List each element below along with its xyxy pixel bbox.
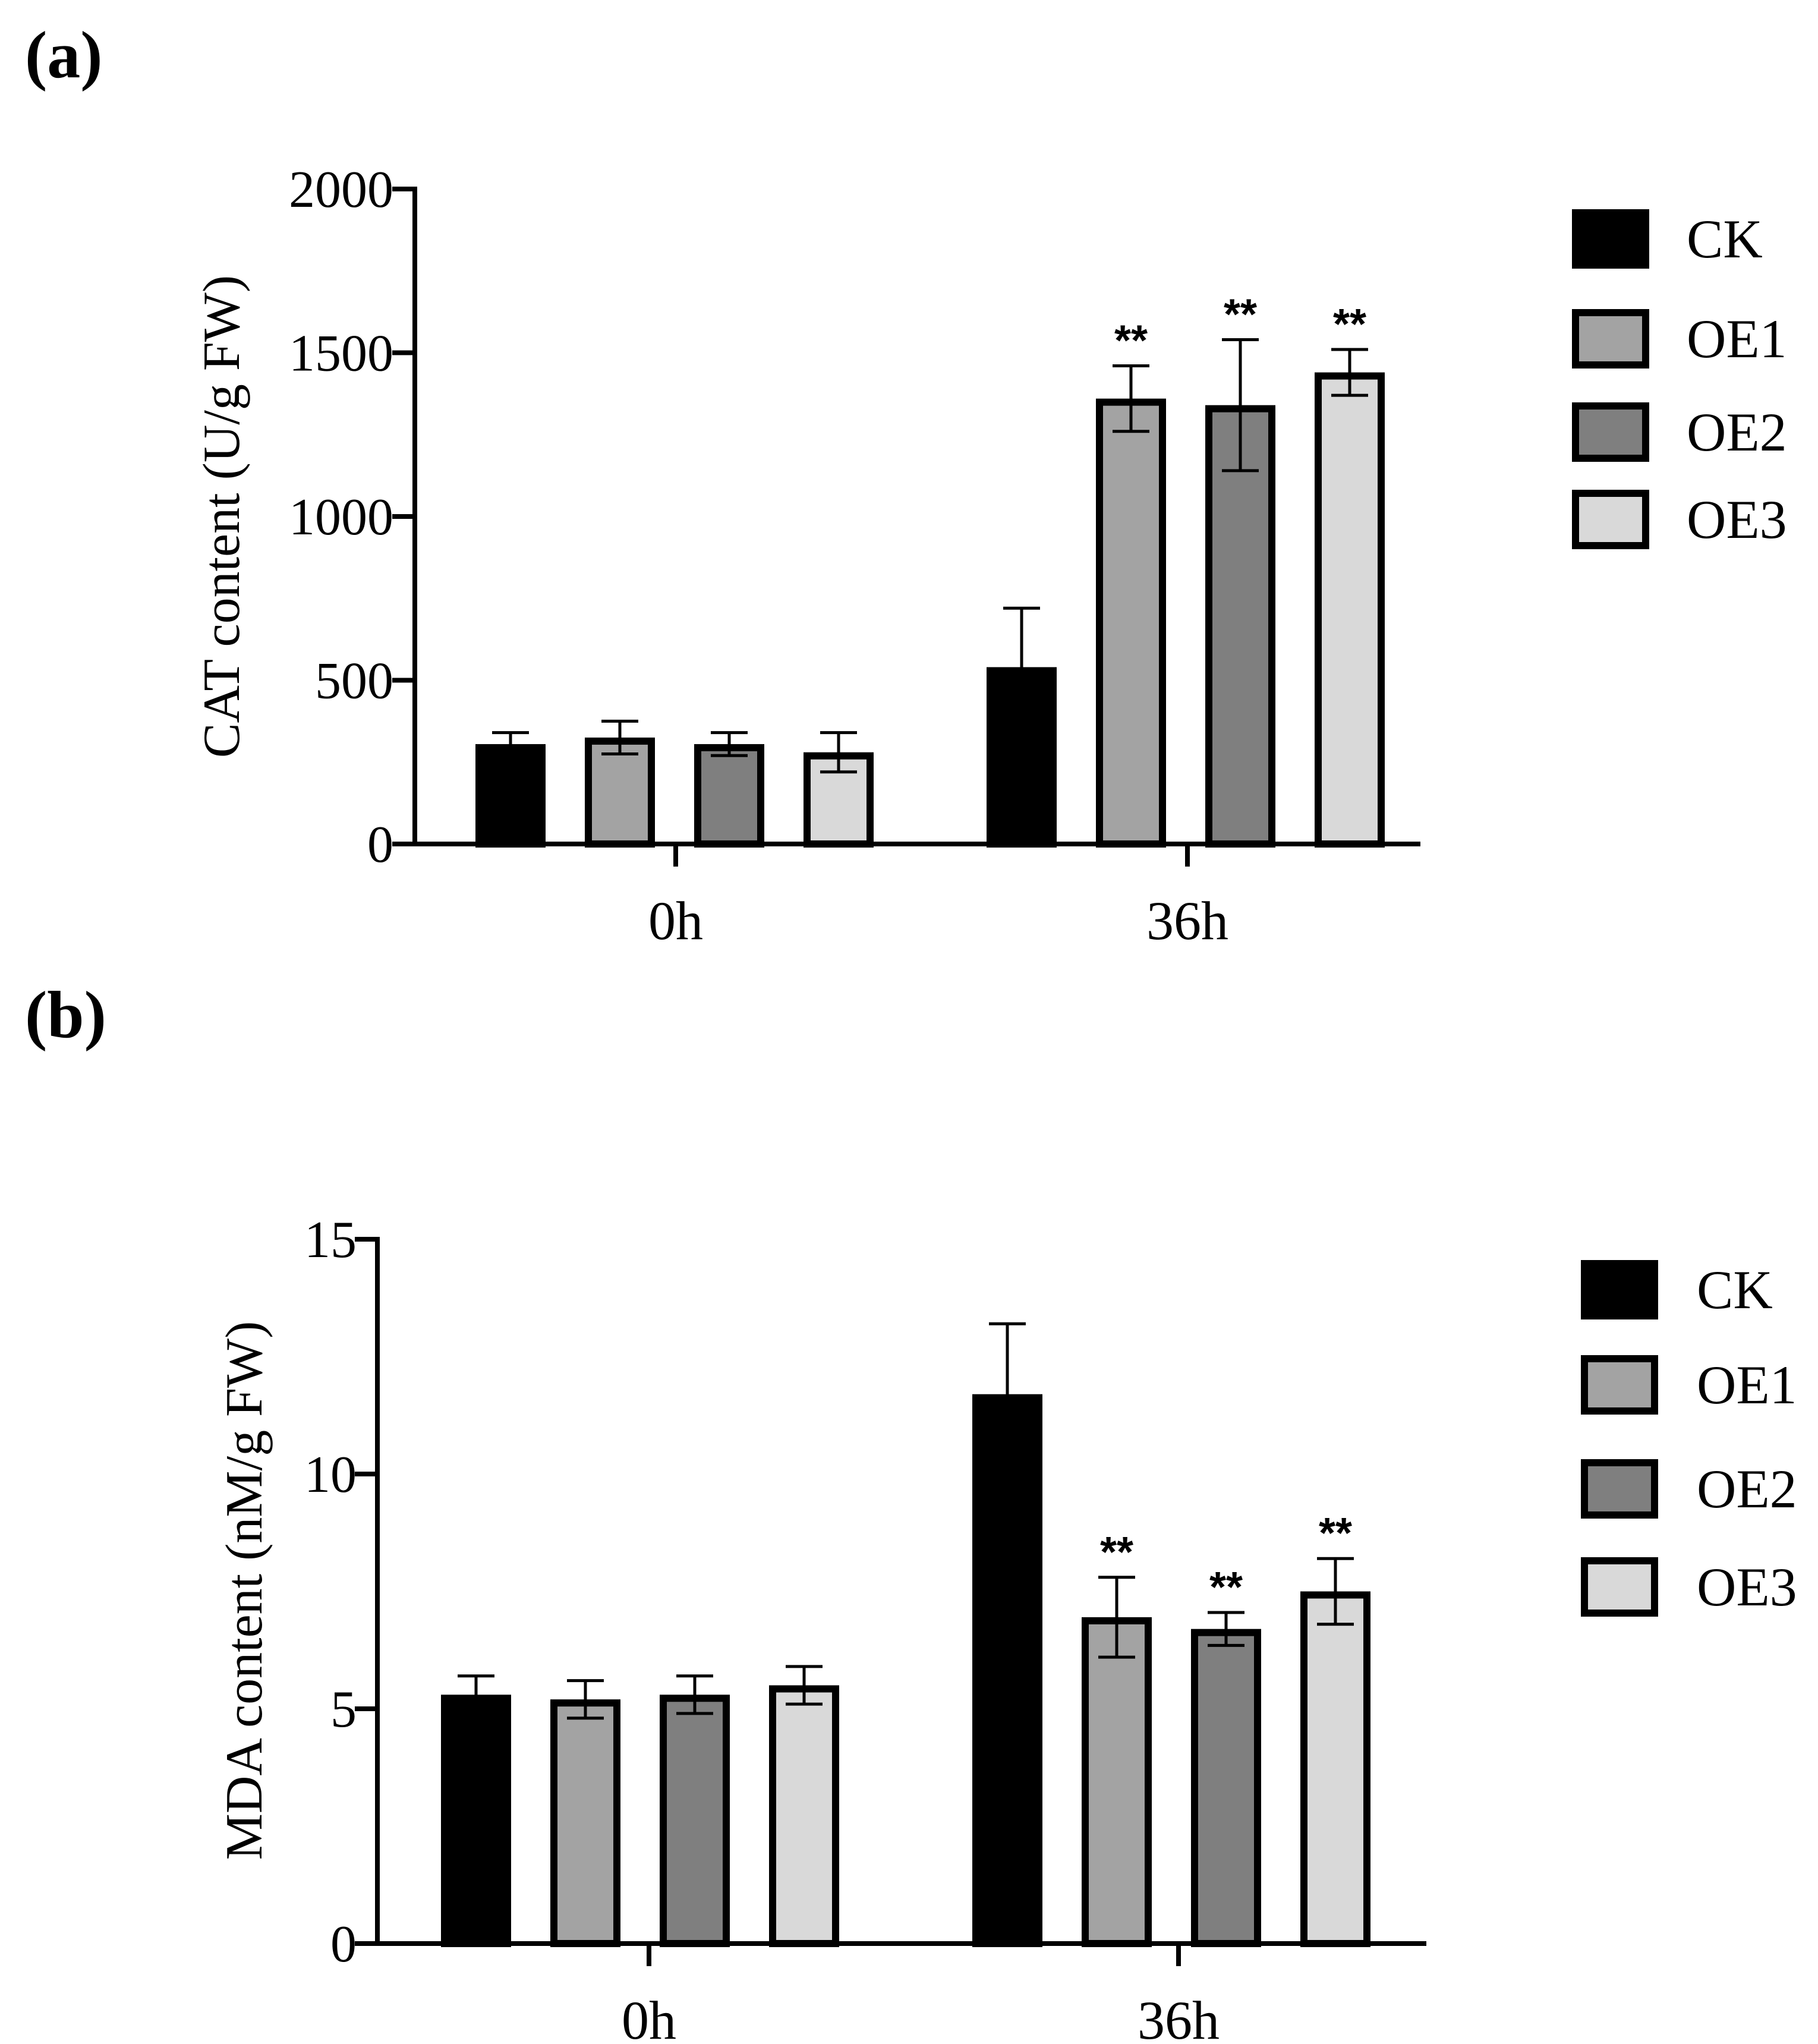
error-bar-oe1-0h	[601, 719, 638, 755]
legend: CK OE1 OE2 OE3	[1572, 209, 1787, 550]
bar-ck-36h	[972, 1394, 1042, 1947]
error-bar-oe1-36h	[1113, 364, 1149, 433]
error-bar-oe2-0h	[711, 731, 748, 757]
bar-oe1-36h	[1082, 1617, 1152, 1947]
bar-oe2-36h	[1191, 1629, 1261, 1947]
error-bar-oe1-36h	[1098, 1576, 1135, 1659]
legend: CK OE1 OE2 OE3	[1581, 1259, 1797, 1617]
y-tick-label: 1500	[289, 325, 393, 383]
x-tick-label: 36h	[1138, 1990, 1220, 2044]
error-bar-oe3-36h	[1331, 348, 1368, 397]
error-bar-ck-0h	[458, 1674, 494, 1715]
bar-oe1-0h	[585, 737, 655, 848]
significance-label: **	[1224, 291, 1257, 338]
bar-oe1-36h	[1096, 398, 1166, 848]
y-tick-label: 500	[315, 653, 393, 710]
y-tick-label: 0	[330, 1916, 357, 1973]
error-bar-ck-36h	[989, 1322, 1026, 1466]
bar-ck-0h	[475, 744, 546, 848]
x-tick-label: 0h	[648, 890, 703, 951]
error-bar-oe1-0h	[567, 1679, 604, 1720]
legend-swatch-ck	[1572, 209, 1649, 269]
y-tick-label: 0	[367, 816, 393, 874]
significance-label: **	[1114, 317, 1148, 365]
legend-label-ck: CK	[1697, 1259, 1773, 1320]
x-tick-label: 36h	[1146, 890, 1228, 951]
error-bar-ck-0h	[492, 731, 529, 757]
legend-label-oe2: OE2	[1687, 402, 1787, 462]
legend-swatch-oe2	[1581, 1459, 1658, 1519]
bar-oe3-0h	[769, 1685, 839, 1947]
error-bar-ck-36h	[1003, 606, 1040, 728]
error-bar-oe3-36h	[1317, 1557, 1354, 1626]
legend-label-oe1: OE1	[1687, 308, 1787, 369]
legend-label-ck: CK	[1687, 209, 1763, 269]
bar-oe2-36h	[1205, 405, 1275, 848]
legend-swatch-oe1	[1572, 309, 1649, 369]
legend-swatch-oe3	[1572, 490, 1649, 549]
bar-oe3-36h	[1300, 1591, 1370, 1947]
y-tick-label: 2000	[289, 161, 393, 219]
legend-label-oe3: OE3	[1697, 1557, 1797, 1617]
bar-oe3-36h	[1315, 372, 1385, 848]
panel-a: (a) ** ** ** 0 500 1000 1500 2000 0h 36h CAT conten…	[25, 18, 1787, 951]
y-axis-title: CAT content (U/g FW)	[193, 275, 251, 758]
bar-oe2-0h	[694, 744, 764, 848]
panel-label: (a)	[25, 18, 103, 92]
x-tick-label: 0h	[622, 1990, 676, 2044]
bar-ck-0h	[441, 1695, 511, 1948]
bar-oe2-0h	[660, 1695, 730, 1948]
legend-swatch-ck	[1581, 1260, 1658, 1319]
significance-label: **	[1319, 1510, 1352, 1557]
legend-swatch-oe2	[1572, 402, 1649, 462]
panel-label: (b)	[25, 978, 106, 1052]
legend-swatch-oe1	[1581, 1355, 1658, 1415]
error-bar-oe2-36h	[1222, 338, 1259, 473]
y-tick-label: 15	[304, 1211, 357, 1269]
error-bar-oe2-36h	[1208, 1611, 1244, 1647]
legend-label-oe2: OE2	[1697, 1459, 1797, 1519]
error-bar-oe2-0h	[676, 1674, 713, 1715]
panel-b: (b) ** ** ** 0 5 10 15 0h 36h MDA content (nM/g FW…	[25, 978, 1797, 2044]
legend-label-oe1: OE1	[1697, 1355, 1797, 1415]
y-tick-label: 10	[304, 1446, 357, 1504]
legend-swatch-oe3	[1581, 1557, 1658, 1617]
error-bar-oe3-0h	[820, 731, 857, 774]
bar-oe1-0h	[550, 1699, 620, 1947]
error-bar-oe3-0h	[786, 1665, 823, 1706]
y-tick-label: 1000	[289, 489, 393, 546]
significance-label: **	[1333, 301, 1366, 348]
significance-label: **	[1100, 1529, 1133, 1576]
significance-label: **	[1209, 1564, 1243, 1611]
y-axis-title: MDA content (nM/g FW)	[216, 1321, 273, 1860]
y-tick-label: 5	[330, 1681, 357, 1738]
legend-label-oe3: OE3	[1687, 489, 1787, 550]
